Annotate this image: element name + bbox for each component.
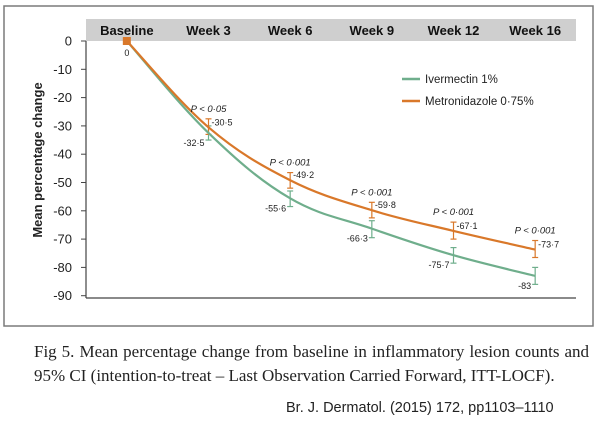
ivermectin-value-label: -75·7 [428, 260, 449, 270]
journal-citation: Br. J. Dermatol. (2015) 172, pp1103–1110 [286, 400, 554, 416]
legend: Ivermectin 1% Metronidazole 0·75% [402, 74, 534, 108]
category-label: Week 12 [428, 23, 480, 38]
y-tick-label: -70 [53, 232, 72, 247]
y-axis-title: Mean percentage change [30, 82, 45, 237]
figure-caption-text: Mean percentage change from baseline in … [34, 342, 589, 385]
category-label: Week 3 [186, 23, 231, 38]
ivermectin-value-label: -32·5 [183, 138, 204, 148]
y-tick-label: -30 [53, 118, 72, 133]
p-value-label: P < 0·001 [515, 226, 556, 237]
metronidazole-value-label: -49·2 [293, 170, 314, 180]
p-value-label: P < 0·05 [191, 104, 228, 115]
ivermectin-line [126, 40, 536, 277]
series-lines [122, 37, 536, 277]
ivermectin-value-label: -55·6 [265, 203, 286, 213]
category-label: Week 16 [509, 23, 561, 38]
metronidazole-value-label: -67·1 [457, 221, 478, 231]
pvalue-labels: P < 0·05 P < 0·001 P < 0·001 P < 0·001 P < 0… [191, 104, 556, 237]
y-axis: 0 -10 -20 -30 -40 -50 -60 -70 -80 -90 [53, 34, 86, 303]
category-label: Baseline [100, 23, 153, 38]
category-labels: Baseline Week 3 Week 6 Week 9 Week 12 Week 16 [100, 23, 561, 38]
figure-caption: Fig 5. Mean percentage change from basel… [34, 340, 589, 388]
y-tick-label: -20 [53, 90, 72, 105]
p-value-label: P < 0·001 [351, 187, 392, 198]
y-tick-label: -40 [53, 147, 72, 162]
baseline-marker [122, 37, 131, 45]
y-tick-label: -60 [53, 203, 72, 218]
figure-caption-label: Fig 5. [34, 342, 75, 361]
metronidazole-value-label: -30·5 [212, 117, 233, 127]
ivermectin-value-label: -66·3 [347, 234, 368, 244]
data-labels: 0 -32·5 -55·6 -66·3 -75·7 -83 -30·5 -49·2 -59·8 -… [124, 48, 559, 291]
y-tick-label: -90 [53, 288, 72, 303]
ivermectin-value-label: -83 [518, 281, 531, 291]
metronidazole-value-label: -73·7 [538, 240, 559, 250]
p-value-label: P < 0·001 [270, 158, 311, 169]
chart-panel-border [3, 5, 594, 327]
category-label: Week 9 [350, 23, 395, 38]
y-tick-label: -10 [53, 62, 72, 77]
legend-metronidazole-label: Metronidazole 0·75% [425, 96, 534, 108]
y-tick-label: -80 [53, 260, 72, 275]
metronidazole-value-label: -59·8 [375, 200, 396, 210]
metronidazole-line [126, 40, 536, 251]
p-value-label: P < 0·001 [433, 207, 474, 218]
legend-ivermectin-label: Ivermectin 1% [425, 74, 498, 86]
category-label: Week 6 [268, 23, 313, 38]
ivermectin-value-label: 0 [124, 48, 129, 58]
category-header-band [86, 19, 576, 41]
y-tick-label: -50 [53, 175, 72, 190]
y-tick-label: 0 [65, 34, 72, 49]
